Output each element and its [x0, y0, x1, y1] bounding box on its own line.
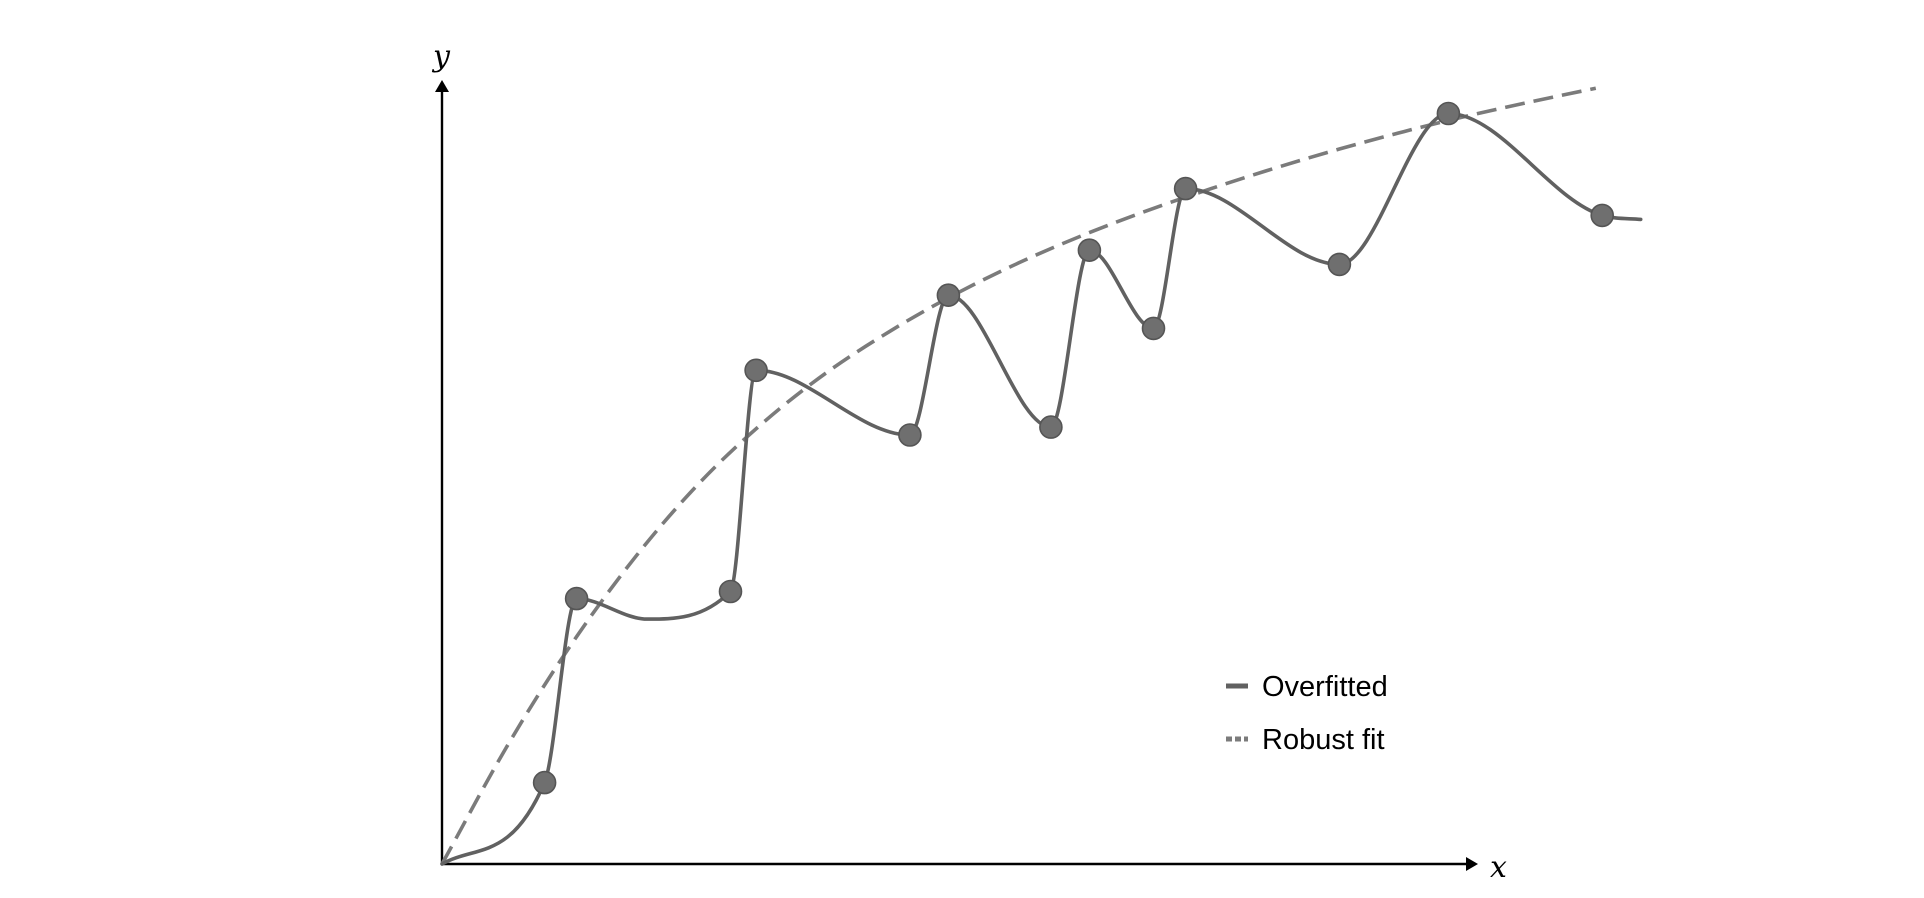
axes: x y	[431, 39, 1507, 885]
series-layer	[440, 86, 1643, 866]
data-points	[532, 101, 1614, 795]
data-point	[1590, 203, 1614, 228]
series-line-robust-fit	[440, 86, 1597, 865]
x-axis-label: x	[1490, 850, 1507, 885]
series-line-overfitted	[440, 111, 1643, 866]
data-point	[898, 423, 922, 447]
data-point	[1141, 316, 1166, 341]
y-axis-arrow-icon	[435, 80, 449, 92]
x-axis-arrow-icon	[1466, 857, 1478, 871]
legend: Overfitted Robust fit	[1226, 671, 1388, 756]
data-point	[1327, 252, 1352, 277]
y-axis-label: y	[431, 39, 451, 74]
data-point	[1173, 176, 1198, 201]
data-point	[1039, 415, 1063, 439]
data-point	[564, 586, 589, 611]
data-point	[936, 283, 961, 308]
data-point	[532, 770, 557, 795]
data-point	[744, 358, 768, 383]
legend-label-overfitted: Overfitted	[1262, 671, 1388, 703]
data-point	[718, 579, 743, 604]
legend-label-robust-fit: Robust fit	[1262, 724, 1385, 756]
data-point	[1436, 101, 1461, 126]
data-point	[1077, 238, 1102, 262]
